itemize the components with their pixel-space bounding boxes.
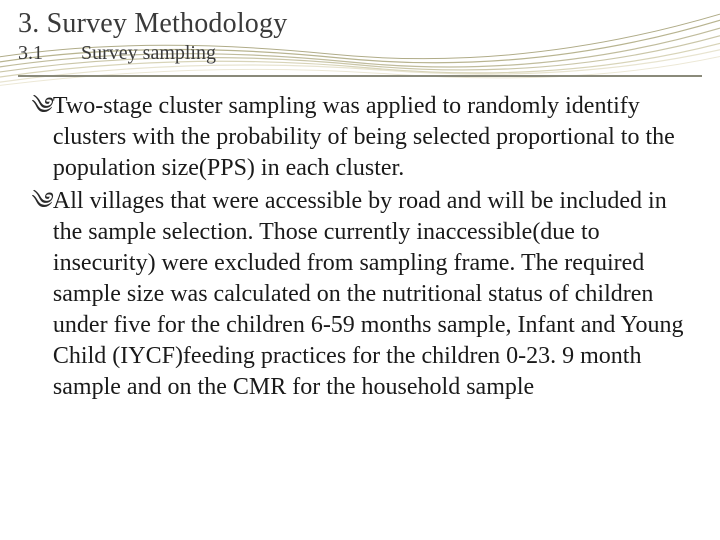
bullet-glyph-icon: ༄ xyxy=(28,91,51,123)
bullet-glyph-icon: ༄ xyxy=(28,186,51,218)
subtitle-text: Survey sampling xyxy=(81,42,216,64)
slide-header: 3. Survey Methodology 3.1 Survey samplin… xyxy=(0,0,720,69)
slide-subtitle: 3.1 Survey sampling xyxy=(18,42,702,65)
bullet-text: All villages that were accessible by roa… xyxy=(53,186,698,403)
bullet-item: ༄ Two-stage cluster sampling was applied… xyxy=(28,91,698,184)
slide-title: 3. Survey Methodology xyxy=(18,8,702,40)
subtitle-number: 3.1 xyxy=(18,42,76,65)
slide-container: 3. Survey Methodology 3.1 Survey samplin… xyxy=(0,0,720,540)
bullet-item: ༄ All villages that were accessible by r… xyxy=(28,186,698,403)
bullet-text: Two-stage cluster sampling was applied t… xyxy=(53,91,698,184)
slide-body: ༄ Two-stage cluster sampling was applied… xyxy=(0,77,720,403)
